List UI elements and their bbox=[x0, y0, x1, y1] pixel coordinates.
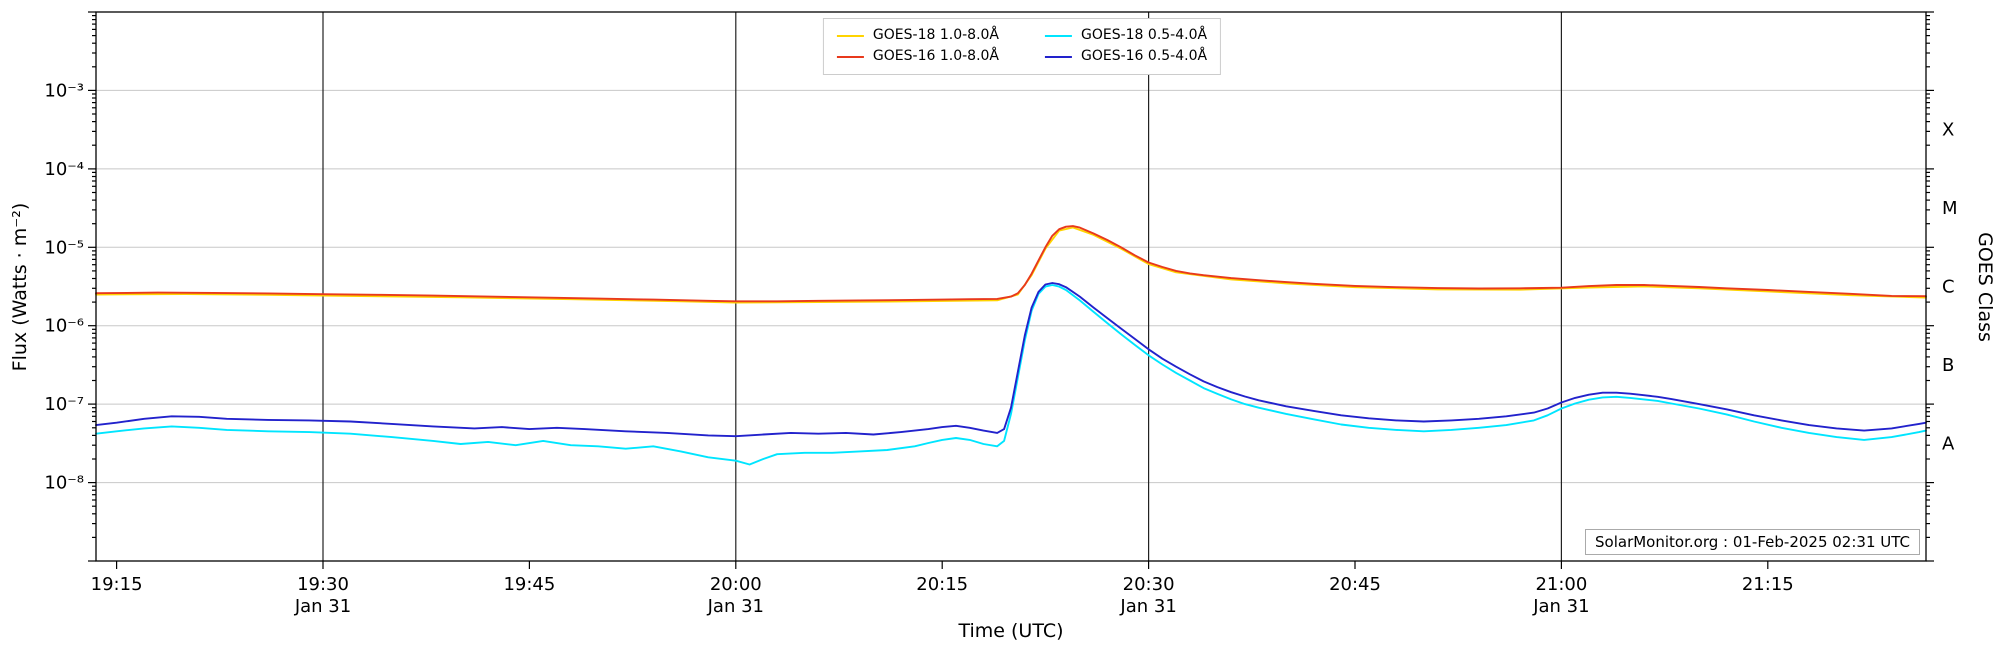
x-tick-label: 20:45 bbox=[1329, 574, 1381, 595]
x-tick-label: 21:15 bbox=[1742, 574, 1794, 595]
x-tick-label: 20:30 bbox=[1123, 574, 1175, 595]
y-axis-title-left: Flux (Watts · m⁻²) bbox=[9, 203, 31, 372]
legend-swatch-goes18-short bbox=[1045, 34, 1072, 37]
x-tick-label: 20:00 bbox=[710, 574, 762, 595]
series-line-goes-18-0-5-4-0- bbox=[95, 284, 1927, 466]
legend-item: GOES-18 1.0-8.0Å bbox=[836, 27, 999, 43]
goes-class-label: M bbox=[1942, 198, 1958, 219]
y-tick-label: 10⁻⁷ bbox=[44, 394, 84, 415]
y-tick-label: 10⁻⁸ bbox=[44, 473, 84, 494]
gridlines bbox=[96, 89, 1926, 484]
legend-label: GOES-18 1.0-8.0Å bbox=[872, 27, 999, 43]
x-tick-sublabel: Jan 31 bbox=[1532, 596, 1589, 617]
series-line-goes-16-0-5-4-0- bbox=[95, 282, 1927, 438]
goes-class-label: B bbox=[1942, 355, 1954, 376]
x-tick-sublabel: Jan 31 bbox=[294, 596, 351, 617]
goes-class-label: C bbox=[1942, 277, 1955, 298]
goes-class-label: A bbox=[1942, 433, 1955, 454]
y-axis-title-right: GOES Class bbox=[1974, 232, 1996, 342]
legend-item: GOES-18 0.5-4.0Å bbox=[1045, 27, 1208, 43]
x-tick-label: 20:15 bbox=[916, 574, 968, 595]
x-axis-title: Time (UTC) bbox=[957, 620, 1063, 642]
solarmonitor-timestamp: SolarMonitor.org : 01-Feb-2025 02:31 UTC bbox=[1585, 529, 1920, 555]
legend-swatch-goes18-long bbox=[836, 34, 864, 37]
legend-swatch-goes16-long bbox=[836, 56, 864, 59]
legend: GOES-18 1.0-8.0Å GOES-16 1.0-8.0Å GOES-1… bbox=[822, 18, 1222, 75]
x-tick-sublabel: Jan 31 bbox=[1119, 596, 1176, 617]
axis-ticks bbox=[88, 11, 1934, 569]
plot-frame bbox=[95, 11, 1927, 562]
day-boundary-lines bbox=[322, 12, 1563, 561]
legend-label: GOES-18 0.5-4.0Å bbox=[1081, 27, 1208, 43]
series-line-goes-18-1-0-8-0- bbox=[95, 226, 1927, 304]
x-tick-label: 19:15 bbox=[91, 574, 143, 595]
legend-item: GOES-16 1.0-8.0Å bbox=[836, 48, 999, 65]
series-line-goes-16-1-0-8-0- bbox=[95, 225, 1927, 303]
legend-label: GOES-16 1.0-8.0Å bbox=[872, 48, 999, 65]
x-tick-label: 19:30 bbox=[297, 574, 349, 595]
goes-class-label: X bbox=[1942, 120, 1954, 141]
y-tick-label: 10⁻⁵ bbox=[44, 237, 84, 258]
x-tick-label: 21:00 bbox=[1535, 574, 1587, 595]
legend-swatch-goes16-short bbox=[1045, 56, 1072, 59]
y-tick-label: 10⁻⁶ bbox=[44, 316, 84, 337]
legend-item: GOES-16 0.5-4.0Å bbox=[1045, 48, 1208, 65]
y-tick-label: 10⁻⁴ bbox=[44, 159, 84, 180]
x-tick-sublabel: Jan 31 bbox=[707, 596, 764, 617]
x-tick-label: 19:45 bbox=[503, 574, 555, 595]
legend-label: GOES-16 0.5-4.0Å bbox=[1081, 48, 1208, 65]
y-tick-label: 10⁻³ bbox=[44, 80, 84, 101]
